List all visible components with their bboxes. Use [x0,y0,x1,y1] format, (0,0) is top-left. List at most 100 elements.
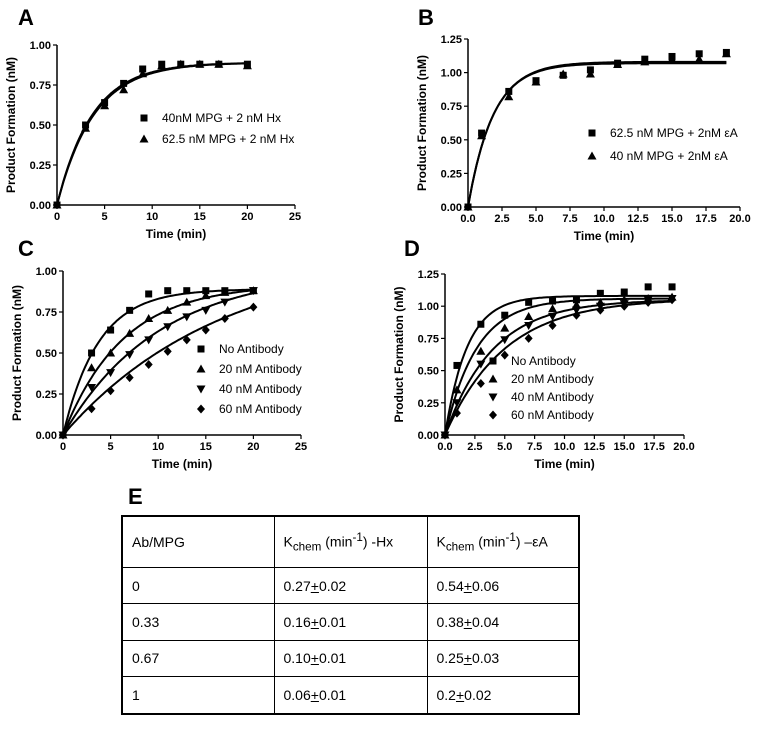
data-point [571,300,581,309]
y-tick-label: 0.25 [30,160,51,172]
data-point [120,79,128,87]
data-point [500,336,510,345]
x-tick-label: 5.0 [497,441,512,453]
data-point [500,350,509,360]
y-tick-label: 0.50 [30,120,51,132]
y-axis-label: Product Formation (nM) [392,287,406,423]
y-tick-label: 0.25 [418,398,439,410]
data-point [126,306,134,314]
x-tick-label: 12.5 [584,441,605,453]
data-point [596,289,604,297]
data-point [620,288,628,296]
y-tick-label: 0.25 [36,389,57,401]
data-point [548,313,558,322]
data-point [548,304,558,313]
y-axis-label: Product Formation (nM) [415,55,429,191]
kchem-ea-cell: 0.54+0.06 [426,566,580,605]
ratio-cell: 0.67 [121,639,275,678]
data-point [504,92,514,101]
data-point [202,287,210,295]
panel-letter: C [18,236,34,261]
panel-e-label: E [128,484,143,509]
y-tick-label: 1.25 [418,269,439,281]
y-tick-label: 0.25 [441,168,462,180]
kchem-ea-cell: 0.38+0.04 [426,603,580,641]
x-tick-label: 25 [295,441,307,453]
legend-marker [587,151,597,160]
data-point [163,305,173,314]
fit-curve [444,300,673,436]
data-point [100,101,110,110]
x-tick-label: 5 [102,211,108,223]
data-point [452,399,462,408]
x-tick-label: 12.5 [627,213,648,225]
data-point [164,287,172,295]
data-point [125,351,135,360]
data-point [640,57,650,66]
data-point [585,69,595,78]
data-point [477,320,485,328]
data-point [220,298,230,307]
data-point [220,287,230,296]
x-tick-label: 0 [60,441,66,453]
x-tick-label: 0.0 [437,441,452,453]
data-point [87,404,96,414]
legend-label: 20 nM Antibody [219,362,302,376]
data-point [182,335,191,345]
data-point [183,287,191,295]
legend-marker [588,129,596,137]
data-point [695,50,703,58]
x-tick-label: 0 [54,211,60,223]
data-point [248,287,258,296]
y-tick-label: 1.00 [36,266,57,278]
x-tick-label: 20 [241,211,253,223]
data-point [596,305,605,315]
data-point [463,202,473,211]
kchem-ea-cell: 0.2+0.02 [426,676,580,715]
data-point [119,85,129,94]
data-point [667,54,677,63]
data-point [549,297,557,305]
y-tick-label: 0.75 [418,333,439,345]
chart-panel-c: C 0 5 10 15 20 25 0.00 0.25 0.50 0.75 1.00 Time (min… [10,236,307,471]
x-tick-label: 15 [194,211,206,223]
x-tick-label: 7.5 [527,441,542,453]
y-tick-label: 0.75 [30,80,51,92]
data-point [144,359,153,369]
data-point [144,314,154,323]
y-tick-label: 0.00 [30,200,51,212]
legend-label: 40 nM MPG + 2nM εA [610,149,728,163]
x-axis-label: Time (min) [146,227,206,241]
data-point [87,363,97,372]
data-point [157,61,167,70]
x-tick-label: 2.5 [494,213,509,225]
x-tick-label: 7.5 [562,213,577,225]
legend-label: 60 nM Antibody [219,402,302,416]
legend-marker [196,364,206,373]
data-point [242,61,252,70]
y-tick-label: 0.00 [418,430,439,442]
y-tick-label: 1.00 [30,40,51,52]
y-tick-label: 0.75 [36,307,57,319]
data-point [125,373,134,383]
data-point [138,69,148,78]
legend-label: 40nM MPG + 2 nM Hx [162,111,281,125]
data-point [441,430,449,440]
data-point [548,321,557,331]
data-point [453,361,461,369]
fit-curve [62,292,254,436]
legend-label: 40 nM Antibody [511,390,594,404]
data-point [220,314,229,324]
data-point [500,323,510,332]
data-point [668,295,677,305]
table-header-row: Ab/MPG Kchem (min-1) -Hx Kchem (min-1) –… [121,515,580,568]
data-point [214,59,224,68]
x-tick-label: 10 [152,441,164,453]
data-point [525,298,533,306]
chart-panel-a: A 0 5 10 15 20 25 0.00 0.25 0.50 0.75 1.00 Time (min… [4,5,301,241]
x-tick-label: 25 [289,211,301,223]
data-point [721,49,731,58]
y-tick-label: 1.00 [418,301,439,313]
data-point [195,59,205,68]
